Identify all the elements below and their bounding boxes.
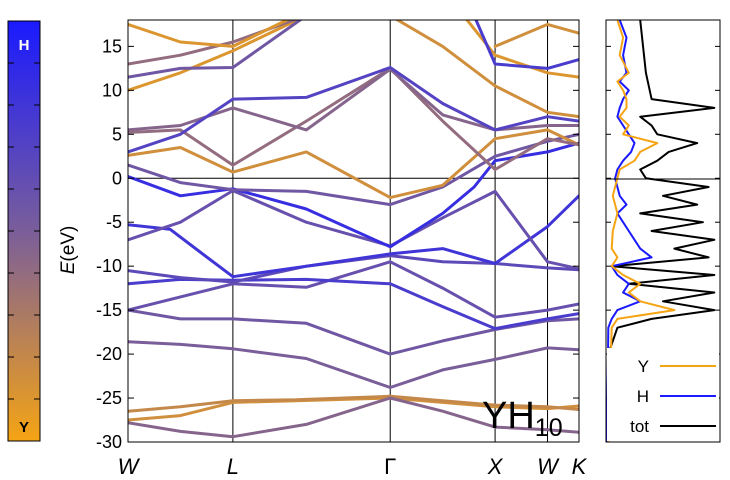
band-line-21	[465, 20, 579, 79]
band-y-axis-symbol: E	[58, 261, 79, 274]
band-line-6	[128, 277, 579, 331]
dos-legend: Y H tot	[607, 348, 719, 441]
band-line-4	[128, 308, 579, 356]
compound-label: YH10	[482, 395, 563, 442]
band-line-8	[128, 194, 579, 279]
band-line-23	[493, 22, 579, 48]
legend-label-y: Y	[638, 357, 649, 376]
band-y-axis-label: E(eV)	[58, 226, 79, 275]
band-line-5	[128, 260, 579, 319]
kpoint-label: X	[487, 454, 504, 479]
dos-line-h	[606, 20, 653, 442]
kpoint-label: W	[118, 454, 141, 479]
colorbar-top-label: H	[19, 37, 30, 54]
y-tick-label: -25	[96, 388, 122, 408]
y-tick-label: -10	[96, 256, 122, 276]
band-line-22	[474, 20, 579, 70]
kpoint-label: Γ	[384, 454, 396, 479]
legend-label-h: H	[637, 387, 649, 406]
band-panel-frame	[127, 19, 580, 443]
band-line-17	[128, 20, 303, 79]
colorbar: H Y	[7, 20, 41, 442]
band-y-axis-unit: (eV)	[58, 226, 79, 262]
band-line-3	[128, 340, 579, 389]
band-lines	[128, 20, 579, 439]
band-line-16	[128, 20, 301, 92]
y-tick-label: 5	[112, 124, 122, 144]
kpoint-label: W	[537, 454, 560, 479]
band-line-10	[128, 141, 579, 249]
band-line-19	[128, 20, 291, 48]
y-tick-label: -20	[96, 344, 122, 364]
band-y-ticks: -30 -25 -20 -15 -10 -5 0 5 10 15	[96, 36, 579, 452]
legend-label-tot: tot	[630, 417, 649, 436]
dos-lines	[606, 20, 716, 442]
band-line-20	[394, 20, 579, 119]
dos-panel-frame	[605, 19, 721, 443]
dos-line-y	[607, 20, 676, 442]
band-line-11	[128, 132, 579, 207]
kpoint-label: K	[572, 454, 588, 479]
band-line-7	[128, 254, 579, 284]
band-line-1	[128, 394, 579, 413]
y-tick-label: -5	[106, 212, 122, 232]
colorbar-bottom-label: Y	[19, 419, 29, 436]
band-line-12	[128, 128, 579, 200]
y-tick-label: 0	[112, 168, 122, 188]
band-line-14	[128, 67, 579, 132]
dos-legend-background	[607, 348, 719, 441]
y-tick-label: 15	[102, 36, 122, 56]
y-tick-label: 10	[102, 80, 122, 100]
kpoint-label: L	[227, 454, 239, 479]
dos-line-tot	[606, 20, 716, 442]
y-tick-label: -15	[96, 300, 122, 320]
band-line-2	[128, 396, 579, 439]
dos-panel: Y H tot	[605, 19, 721, 443]
compound-main: YH	[482, 395, 535, 437]
compound-subscript: 10	[535, 414, 563, 442]
y-tick-label: -30	[96, 432, 122, 452]
band-line-15	[128, 66, 579, 154]
